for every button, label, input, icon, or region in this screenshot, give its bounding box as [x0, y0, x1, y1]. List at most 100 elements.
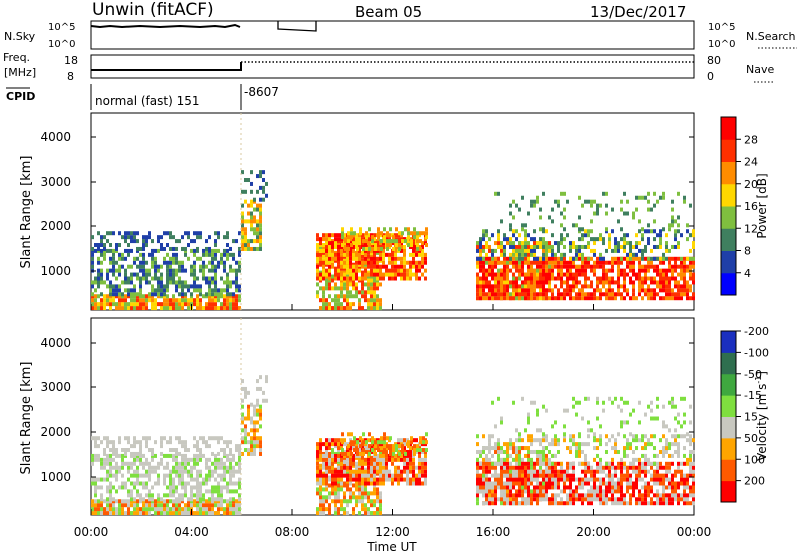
heatmap-cell [524, 244, 527, 249]
heatmap-cell [328, 260, 331, 265]
heatmap-cell [331, 286, 334, 291]
heatmap-cell [193, 465, 196, 470]
heatmap-cell [220, 507, 223, 512]
heatmap-cell [193, 493, 196, 498]
heatmap-cell [109, 292, 112, 297]
heatmap-cell [409, 272, 412, 277]
heatmap-cell [328, 248, 331, 253]
heatmap-cell [199, 507, 202, 512]
heatmap-cell [665, 268, 668, 273]
heatmap-cell [256, 436, 259, 441]
heatmap-cell [106, 440, 109, 445]
heatmap-cell [211, 511, 214, 516]
heatmap-cell [127, 248, 130, 253]
heatmap-cell [190, 284, 193, 289]
heatmap-cell [322, 487, 325, 492]
heatmap-cell [584, 268, 587, 273]
heatmap-cell [542, 284, 545, 289]
heatmap-cell [581, 284, 584, 289]
heatmap-cell [211, 489, 214, 494]
heatmap-cell [190, 485, 193, 490]
heatmap-cell [328, 438, 331, 443]
heatmap-cell [151, 256, 154, 261]
heatmap-cell [551, 260, 554, 265]
heatmap-cell [100, 485, 103, 490]
heatmap-cell [509, 292, 512, 297]
heatmap-cell [602, 264, 605, 269]
heatmap-cell [217, 292, 220, 297]
heatmap-cell [542, 477, 545, 482]
heatmap-cell [97, 284, 100, 289]
heatmap-cell [506, 453, 509, 458]
heatmap-cell [133, 503, 136, 508]
heatmap-cell [355, 465, 358, 470]
heatmap-cell [208, 503, 211, 508]
heatmap-cell [154, 264, 157, 269]
heatmap-cell [409, 446, 412, 451]
heatmap-cell [506, 501, 509, 506]
heatmap-cell [515, 438, 518, 443]
heatmap-cell [367, 237, 370, 242]
heatmap-cell [361, 481, 364, 486]
heatmap-cell [614, 481, 617, 486]
heatmap-cell [620, 501, 623, 506]
heatmap-cell [373, 306, 376, 311]
heatmap-cell [253, 436, 256, 441]
heatmap-cell [383, 440, 386, 445]
heatmap-cell [389, 451, 392, 456]
heatmap-cell [551, 296, 554, 301]
heatmap-cell [503, 485, 506, 490]
heatmap-cell [205, 511, 208, 516]
heatmap-cell [133, 288, 136, 293]
heatmap-cell [560, 272, 563, 277]
heatmap-cell [373, 260, 376, 265]
heatmap-cell [599, 292, 602, 297]
heatmap-cell [115, 469, 118, 474]
heatmap-cell [214, 288, 217, 293]
heatmap-cell [482, 477, 485, 482]
heatmap-cell [100, 292, 103, 297]
heatmap-cell [244, 227, 247, 232]
heatmap-cell [347, 451, 350, 456]
heatmap-cell [124, 448, 127, 453]
heatmap-cell [193, 280, 196, 285]
heatmap-cell [238, 294, 241, 299]
heatmap-cell [373, 473, 376, 478]
heatmap-cell [584, 233, 587, 238]
heatmap-cell [377, 440, 380, 445]
heatmap-cell [536, 501, 539, 506]
heatmap-cell [518, 288, 521, 293]
heatmap-cell [515, 481, 518, 486]
heatmap-cell [124, 235, 127, 240]
heatmap-cell [391, 477, 394, 482]
heatmap-cell [178, 306, 181, 311]
heatmap-cell [181, 473, 184, 478]
heatmap-cell [533, 268, 536, 273]
heatmap-cell [587, 233, 590, 238]
heatmap-cell [383, 239, 386, 244]
heatmap-cell [196, 503, 199, 508]
heatmap-cell [424, 481, 427, 486]
heatmap-cell [358, 237, 361, 242]
heatmap-cell [424, 473, 427, 478]
heatmap-cell [509, 296, 512, 301]
heatmap-cell [557, 501, 560, 506]
heatmap-cell [172, 511, 175, 516]
heatmap-cell [220, 465, 223, 470]
heatmap-cell [584, 284, 587, 289]
heatmap-cell [121, 457, 124, 462]
heatmap-cell [154, 260, 157, 265]
heatmap-cell [509, 481, 512, 486]
heatmap-cell [142, 235, 145, 240]
heatmap-cell [160, 444, 163, 449]
heatmap-cell [566, 473, 569, 478]
heatmap-cell [421, 264, 424, 269]
heatmap-cell [184, 302, 187, 307]
heatmap-cell [512, 215, 515, 220]
heatmap-cell [397, 272, 400, 277]
heatmap-cell [341, 231, 344, 236]
heatmap-cell [160, 264, 163, 269]
heatmap-cell [238, 444, 241, 449]
heatmap-cell [241, 170, 244, 175]
heatmap-cell [644, 244, 647, 249]
